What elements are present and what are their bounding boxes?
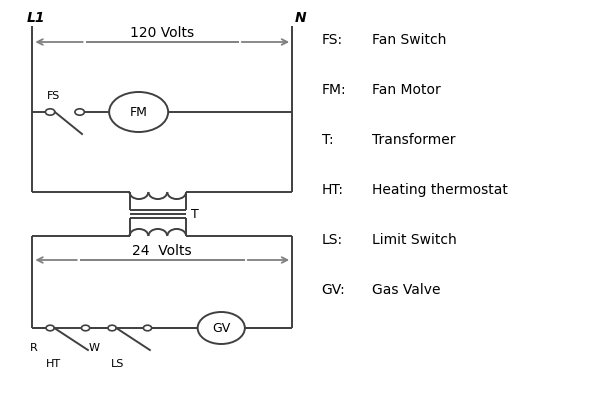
Circle shape <box>75 109 84 115</box>
Text: Fan Switch: Fan Switch <box>372 33 446 47</box>
Text: FM: FM <box>130 106 148 118</box>
Circle shape <box>45 109 55 115</box>
Text: LS: LS <box>112 359 124 369</box>
Text: FM:: FM: <box>322 83 346 97</box>
Text: R: R <box>30 343 37 353</box>
Circle shape <box>143 325 152 331</box>
Text: Heating thermostat: Heating thermostat <box>372 183 507 197</box>
Text: N: N <box>295 11 307 25</box>
Text: W: W <box>88 343 100 353</box>
Circle shape <box>46 325 54 331</box>
Text: Limit Switch: Limit Switch <box>372 233 457 247</box>
Text: 24  Volts: 24 Volts <box>132 244 192 258</box>
Circle shape <box>109 92 168 132</box>
Text: Fan Motor: Fan Motor <box>372 83 441 97</box>
Text: LS:: LS: <box>322 233 343 247</box>
Text: Transformer: Transformer <box>372 133 455 147</box>
Text: T:: T: <box>322 133 333 147</box>
Text: T: T <box>191 208 198 220</box>
Text: FS: FS <box>47 91 60 101</box>
Text: HT: HT <box>45 359 61 369</box>
Circle shape <box>108 325 116 331</box>
Text: HT:: HT: <box>322 183 343 197</box>
Text: L1: L1 <box>27 11 45 25</box>
Text: GV:: GV: <box>322 283 345 297</box>
Text: GV: GV <box>212 322 230 334</box>
Text: Gas Valve: Gas Valve <box>372 283 440 297</box>
Text: FS:: FS: <box>322 33 343 47</box>
Circle shape <box>81 325 90 331</box>
Circle shape <box>198 312 245 344</box>
Text: 120 Volts: 120 Volts <box>130 26 194 40</box>
